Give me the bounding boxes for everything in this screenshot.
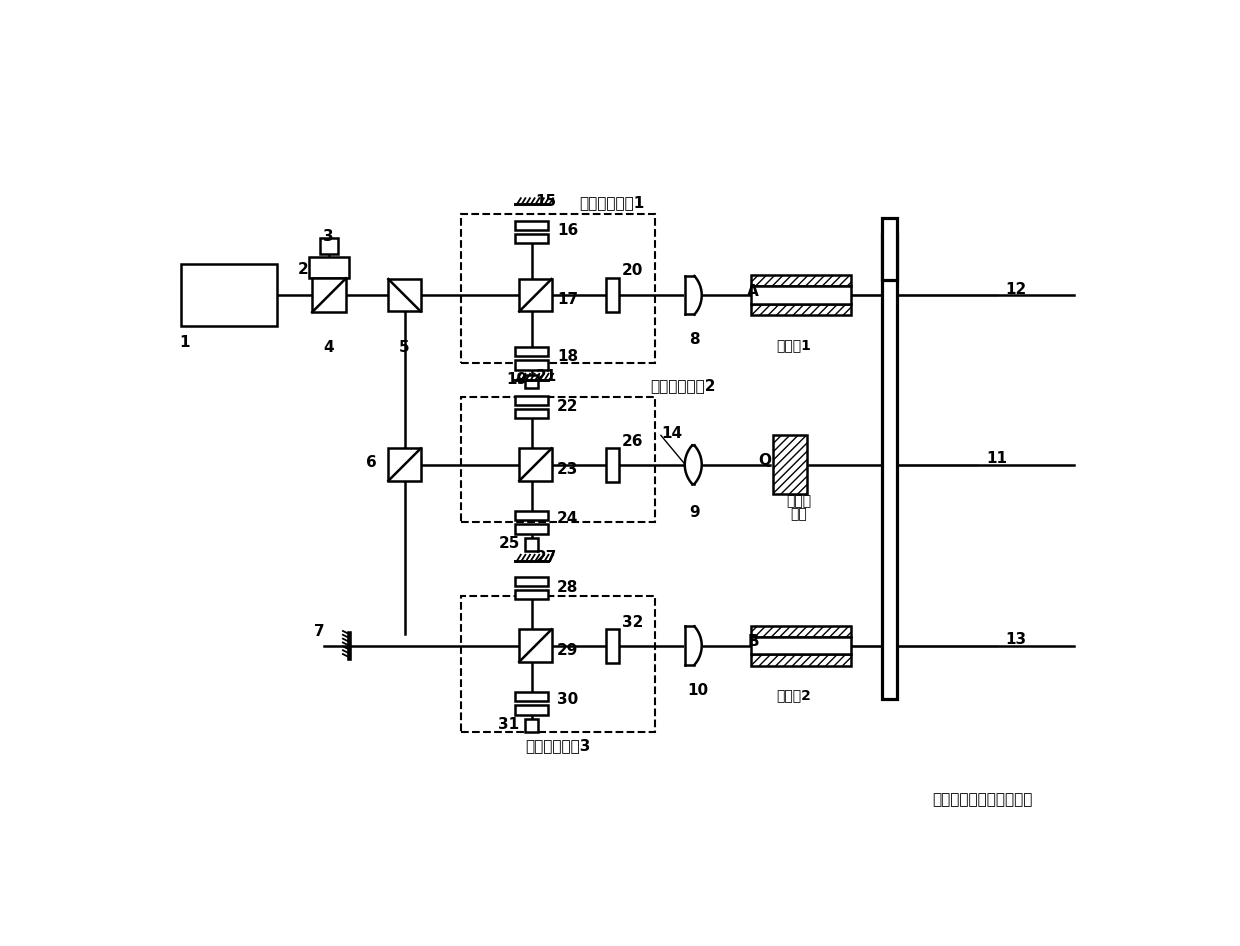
Text: 6: 6: [366, 455, 377, 470]
Text: 30: 30: [557, 692, 578, 707]
Text: 10: 10: [687, 683, 708, 698]
Text: 31: 31: [498, 717, 520, 731]
Text: 19: 19: [506, 373, 527, 388]
Text: 17: 17: [557, 292, 578, 307]
Polygon shape: [684, 446, 702, 484]
Bar: [515, 524, 548, 534]
Bar: [515, 347, 548, 357]
Bar: [515, 511, 548, 520]
Bar: [515, 692, 548, 701]
Text: 32: 32: [621, 615, 644, 630]
Text: 3: 3: [322, 229, 334, 244]
Bar: [515, 221, 548, 230]
Text: B: B: [748, 634, 759, 649]
Bar: [388, 448, 420, 481]
Text: 8: 8: [689, 332, 701, 347]
Text: 22: 22: [557, 398, 578, 413]
Bar: [520, 279, 552, 311]
Text: 9: 9: [689, 505, 701, 520]
Bar: [461, 397, 655, 522]
Text: 29: 29: [557, 642, 578, 657]
Polygon shape: [684, 626, 702, 665]
Text: 13: 13: [1006, 632, 1027, 647]
Text: 26: 26: [621, 434, 644, 449]
Text: 23: 23: [557, 462, 578, 477]
Text: 18: 18: [557, 349, 578, 364]
Bar: [515, 360, 548, 370]
Bar: [388, 279, 420, 311]
Text: 双基圆盘式渐开线样板轴: 双基圆盘式渐开线样板轴: [931, 792, 1032, 807]
Text: 测量光路系统2: 测量光路系统2: [650, 378, 715, 394]
Text: 16: 16: [557, 223, 578, 238]
Bar: [520, 448, 552, 481]
Bar: [515, 409, 548, 418]
Text: 24: 24: [557, 511, 578, 526]
Text: 1: 1: [180, 336, 190, 350]
Bar: [461, 596, 655, 732]
Text: 7: 7: [315, 624, 325, 639]
Text: 15: 15: [536, 194, 557, 209]
Text: 2: 2: [299, 261, 309, 276]
Bar: [606, 278, 619, 312]
Text: 测量光路系统3: 测量光路系统3: [525, 738, 590, 753]
Bar: [515, 577, 548, 586]
Text: 25: 25: [498, 535, 520, 551]
Bar: [751, 655, 851, 666]
Bar: [882, 219, 898, 280]
Bar: [312, 278, 346, 312]
Text: 基圆柱1: 基圆柱1: [776, 339, 811, 352]
Polygon shape: [684, 276, 702, 314]
Bar: [515, 589, 548, 599]
Text: 20: 20: [621, 263, 644, 278]
Text: 5: 5: [398, 341, 409, 355]
Text: A: A: [748, 284, 759, 299]
Text: 测量光路系统1: 测量光路系统1: [579, 195, 645, 210]
Bar: [751, 637, 851, 655]
Bar: [515, 234, 548, 243]
Bar: [520, 629, 552, 662]
Bar: [882, 234, 898, 699]
Text: 渐开线: 渐开线: [786, 495, 811, 509]
Bar: [309, 256, 350, 278]
Bar: [461, 214, 655, 363]
Bar: [525, 375, 538, 388]
Text: 14: 14: [661, 427, 682, 442]
Text: 27: 27: [536, 551, 557, 566]
Bar: [515, 395, 548, 405]
Bar: [181, 265, 278, 326]
Bar: [515, 706, 548, 714]
Bar: [773, 435, 807, 494]
Bar: [751, 304, 851, 315]
Text: 21: 21: [536, 369, 557, 384]
Text: 基圆柱2: 基圆柱2: [776, 689, 811, 703]
Bar: [606, 447, 619, 482]
Text: 4: 4: [322, 341, 334, 355]
Bar: [751, 625, 851, 637]
Bar: [751, 287, 851, 304]
Text: 28: 28: [557, 580, 578, 595]
Bar: [751, 275, 851, 287]
Text: 12: 12: [1006, 282, 1027, 297]
Text: Q: Q: [759, 453, 771, 468]
Bar: [525, 538, 538, 552]
Text: 11: 11: [986, 451, 1007, 466]
Bar: [606, 629, 619, 662]
Text: 齿面: 齿面: [790, 508, 807, 521]
Bar: [525, 719, 538, 732]
Bar: [320, 238, 339, 254]
